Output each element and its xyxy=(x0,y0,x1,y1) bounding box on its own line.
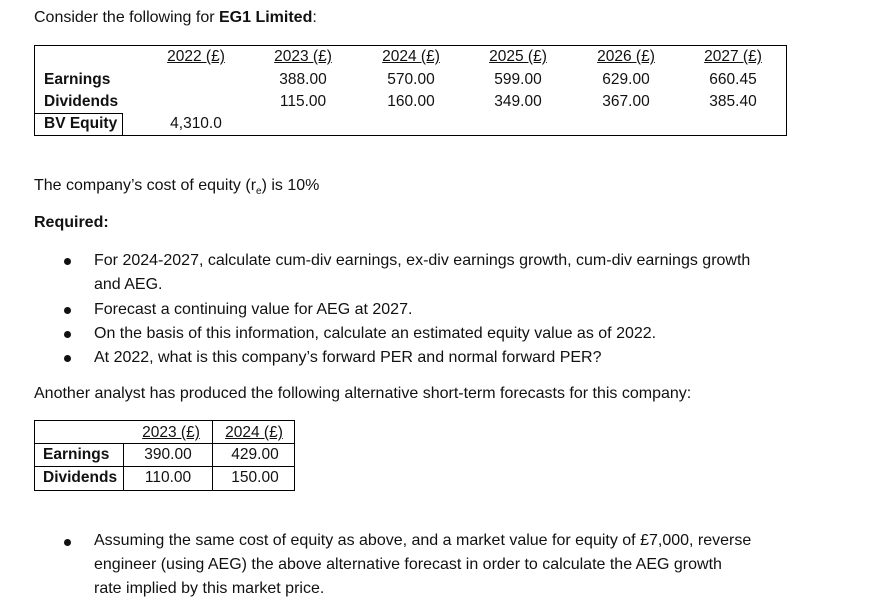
final-bullet-line-1: Assuming the same cost of equity as abov… xyxy=(94,532,752,549)
row-label-dividends: Dividends xyxy=(44,93,119,110)
alternative-forecast-table: 2023 (£) 2024 (£) Earnings Dividends 390… xyxy=(34,420,295,491)
bullet-dot xyxy=(64,539,71,546)
alt-earnings-2023: 390.00 xyxy=(144,446,192,463)
intro-suffix: : xyxy=(312,9,317,26)
final-bullet-line-3: rate implied by this market price. xyxy=(94,580,325,597)
bullet-1-line-1: For 2024-2027, calculate cum-div earning… xyxy=(94,252,751,269)
dividends-2026: 367.00 xyxy=(602,93,650,110)
earnings-2026: 629.00 xyxy=(602,71,650,88)
earnings-2027: 660.45 xyxy=(709,71,757,88)
bullet-2: Forecast a continuing value for AEG at 2… xyxy=(94,301,413,318)
header-2025: 2025 (£) xyxy=(489,48,547,65)
dividends-2027: 385.40 xyxy=(709,93,757,110)
cost-of-equity-prefix: The company’s cost of equity (r xyxy=(34,177,257,194)
cost-of-equity-subscript: e xyxy=(256,186,262,198)
dividends-2025: 349.00 xyxy=(494,93,542,110)
earnings-2023: 388.00 xyxy=(279,71,327,88)
bv-row-divider xyxy=(35,113,123,114)
bullet-dot xyxy=(64,307,71,314)
company-name: EG1 Limited xyxy=(218,9,313,26)
required-label: Required: xyxy=(34,214,109,231)
alt-table-header-divider xyxy=(35,443,294,444)
bullet-dot xyxy=(64,258,71,265)
header-2024: 2024 (£) xyxy=(382,48,440,65)
header-2023: 2023 (£) xyxy=(274,48,332,65)
cost-of-equity-text: The company’s cost of equity (re) is 10% xyxy=(34,177,319,197)
alt-header-2023: 2023 (£) xyxy=(142,424,200,441)
alt-dividends-2023: 110.00 xyxy=(144,469,192,486)
header-2022: 2022 (£) xyxy=(167,48,225,65)
alt-row-label-dividends: Dividends xyxy=(43,469,118,486)
bv-equity-2022: 4,310.0 xyxy=(170,115,222,132)
alt-earnings-2024: 429.00 xyxy=(231,446,279,463)
final-bullet-line-2: engineer (using AEG) the above alternati… xyxy=(94,556,722,573)
bullet-dot xyxy=(64,355,71,362)
forecast-table: 2022 (£) 2023 (£) 2024 (£) 2025 (£) 2026… xyxy=(34,45,787,136)
label-column-divider xyxy=(122,113,123,136)
intro-prefix: Consider the following for xyxy=(34,9,219,26)
dividends-2023: 115.00 xyxy=(279,93,327,110)
alt-table-col-divider-2 xyxy=(212,421,213,490)
alt-row-label-earnings: Earnings xyxy=(43,446,110,463)
alternative-forecast-intro: Another analyst has produced the followi… xyxy=(34,385,692,402)
intro-text: Consider the following for EG1 Limited: xyxy=(34,9,317,27)
row-label-bv-equity: BV Equity xyxy=(44,115,118,132)
header-2027: 2027 (£) xyxy=(704,48,762,65)
alt-table-row-divider xyxy=(35,466,294,467)
header-2026: 2026 (£) xyxy=(597,48,655,65)
bullet-4: At 2022, what is this company’s forward … xyxy=(94,349,602,366)
cost-of-equity-suffix: ) is 10% xyxy=(261,177,320,194)
bullet-1-line-2: and AEG. xyxy=(94,276,163,293)
earnings-2025: 599.00 xyxy=(494,71,542,88)
bullet-dot xyxy=(64,331,71,338)
earnings-2024: 570.00 xyxy=(387,71,435,88)
alt-dividends-2024: 150.00 xyxy=(231,469,279,486)
alt-header-2024: 2024 (£) xyxy=(225,424,283,441)
row-label-earnings: Earnings xyxy=(44,71,111,88)
dividends-2024: 160.00 xyxy=(387,93,435,110)
bullet-3: On the basis of this information, calcul… xyxy=(94,325,657,342)
